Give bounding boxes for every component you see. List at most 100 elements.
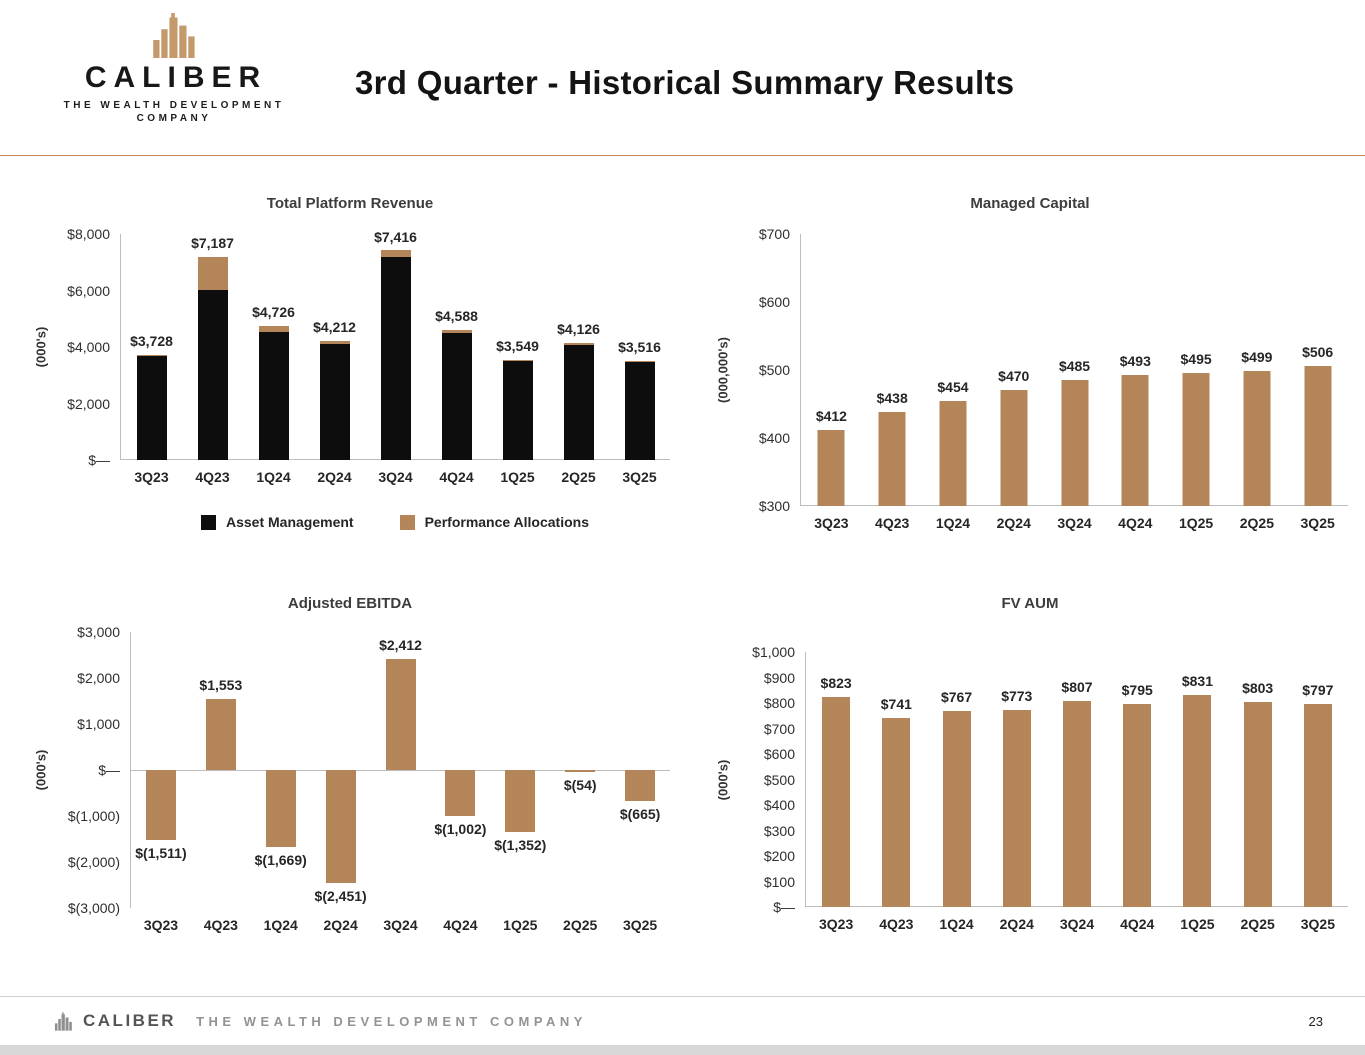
bar-value-label: $3,516 [618, 338, 661, 355]
bar-segment [197, 256, 228, 291]
x-tick-label: 2Q25 [561, 469, 596, 485]
bar-value-label: $(2,451) [314, 887, 367, 904]
bar-value-label: $3,549 [496, 337, 539, 354]
bar-segment [319, 343, 350, 460]
y-tick-label: $1,000 [752, 644, 795, 660]
chart-body: (000,000's) $700 $600 $500 $400 $300 $412 3Q23 $… [712, 226, 1348, 531]
bar-segment [197, 290, 228, 460]
bar-segment [205, 698, 236, 770]
bar-slot: $(54) 2Q25 [550, 632, 610, 933]
x-tick-label: 1Q24 [935, 515, 971, 531]
x-tick-label: 2Q24 [996, 515, 1031, 531]
bar-value-label: $(665) [619, 805, 661, 822]
bar-segment [624, 361, 655, 460]
bar-value-label: $803 [1242, 680, 1274, 697]
y-tick-label: $400 [763, 797, 795, 813]
bar-slot: $3,516 3Q25 [609, 234, 670, 485]
x-tick-label: 3Q25 [1300, 515, 1335, 531]
y-tick-label: $— [98, 762, 120, 778]
legend-label: Asset Management [225, 514, 354, 530]
bar-segment [939, 401, 967, 506]
bar-value-label: $831 [1181, 673, 1213, 690]
chart-title: Total Platform Revenue [266, 195, 434, 212]
plot: $(1,511) 3Q23 $1,553 4Q23 $(1,669) 1Q24 $(2,45… [130, 632, 670, 933]
chart-fv-aum: FV AUM (000's) $1,000 $900 $800 $700 $600 $500 $… [712, 594, 1348, 932]
x-tick-label: 2Q24 [317, 469, 352, 485]
bar-value-label: $773 [1001, 687, 1033, 704]
bar-segment [258, 332, 289, 460]
bar-segment [565, 770, 596, 773]
bar-segment [1123, 704, 1152, 907]
bar-slot: $438 4Q23 [862, 234, 923, 531]
bar-value-label: $(1,352) [494, 837, 547, 854]
chart-body: (000's) $3,000 $2,000 $1,000 $— $(1,000) $(2,0… [30, 624, 670, 933]
bar-value-label: $741 [880, 696, 912, 713]
x-tick-label: 2Q24 [999, 916, 1034, 932]
bar-segment [1304, 365, 1332, 506]
bar-slot: $741 4Q23 [866, 652, 926, 932]
chart-body: (000's) $1,000 $900 $800 $700 $600 $500 $400 $30… [712, 644, 1348, 932]
chart-title: Adjusted EBITDA [287, 595, 413, 612]
bar-segment [136, 355, 167, 460]
bar-segment [445, 770, 476, 817]
bar-segment [258, 326, 289, 333]
x-tick-label: 3Q23 [818, 916, 854, 932]
bar-value-label: $506 [1302, 343, 1334, 360]
bar-slot: $(1,669) 1Q24 [251, 632, 311, 933]
y-tick-label: $1,000 [77, 716, 120, 732]
y-tick-label: $400 [758, 430, 790, 446]
x-tick-label: 4Q24 [1120, 916, 1155, 932]
chart-title: Managed Capital [970, 195, 1090, 212]
x-tick-label: 4Q24 [439, 469, 474, 485]
legend-swatch [399, 514, 415, 530]
y-axis-title: (000's) [30, 632, 52, 908]
y-tick-label: $800 [763, 695, 795, 711]
brand-tagline-line2: COMPANY [136, 113, 212, 124]
page-number: 23 [1308, 1013, 1323, 1029]
bar-segment [319, 341, 350, 344]
bar-value-label: $7,416 [374, 228, 417, 245]
y-axis: $3,000 $2,000 $1,000 $— $(1,000) $(2,000) $(3,… [52, 624, 130, 916]
bar-slot: $807 3Q24 [1047, 652, 1107, 932]
bar-slot: $(1,002) 4Q24 [430, 632, 490, 933]
bar-value-label: $4,588 [435, 308, 478, 325]
y-tick-label: $300 [763, 822, 795, 839]
chart-total-platform-revenue: Total Platform Revenue (000's) $8,000 $6,00… [30, 194, 670, 530]
x-tick-label: 1Q25 [1178, 515, 1214, 531]
caliber-buildings-icon [152, 13, 195, 59]
bar-value-label: $807 [1061, 679, 1093, 696]
bar-segment [817, 429, 845, 506]
y-tick-label: $— [773, 899, 795, 915]
bar-slot: $495 1Q25 [1166, 234, 1227, 531]
caliber-buildings-icon [54, 1011, 72, 1031]
x-tick-label: 3Q23 [814, 515, 849, 531]
bar-segment [1002, 709, 1031, 907]
y-tick-label: $(2,000) [67, 854, 120, 870]
y-tick-label: $8,000 [67, 226, 110, 242]
y-axis: $8,000 $6,000 $4,000 $2,000 $— [52, 226, 120, 468]
legend-label: Performance Allocations [424, 514, 589, 530]
bar-value-label: $(1,002) [434, 821, 487, 838]
y-tick-label: $700 [758, 226, 790, 242]
bar-slot: $470 2Q24 [983, 234, 1044, 531]
chart-body: (000's) $8,000 $6,000 $4,000 $2,000 $— $3,728 3… [30, 226, 670, 486]
x-tick-label: 4Q23 [875, 515, 910, 531]
bar-slot: $3,728 3Q23 [121, 234, 182, 485]
y-tick-label: $— [88, 452, 110, 468]
legend-item: Asset Management [200, 514, 354, 530]
bar-segment [1061, 380, 1089, 506]
y-axis-title: (000's) [30, 234, 52, 460]
footer-tagline: THE WEALTH DEVELOPMENT COMPANY [196, 1013, 587, 1029]
page-title: 3rd Quarter - Historical Summary Results [355, 64, 1015, 101]
bar-segment [1062, 701, 1091, 907]
bar-segment [136, 354, 167, 356]
bar-segment [505, 770, 536, 833]
x-tick-label: 4Q24 [1118, 515, 1153, 531]
y-axis-title-text: (000,000's) [715, 337, 731, 403]
bar-value-label: $454 [937, 379, 969, 396]
bar-slot: $7,416 3Q24 [365, 229, 426, 486]
x-tick-label: 3Q23 [143, 917, 179, 933]
y-axis-title-text: (000's) [715, 759, 731, 800]
x-tick-label: 3Q25 [622, 469, 657, 485]
y-tick-label: $6,000 [67, 282, 110, 299]
